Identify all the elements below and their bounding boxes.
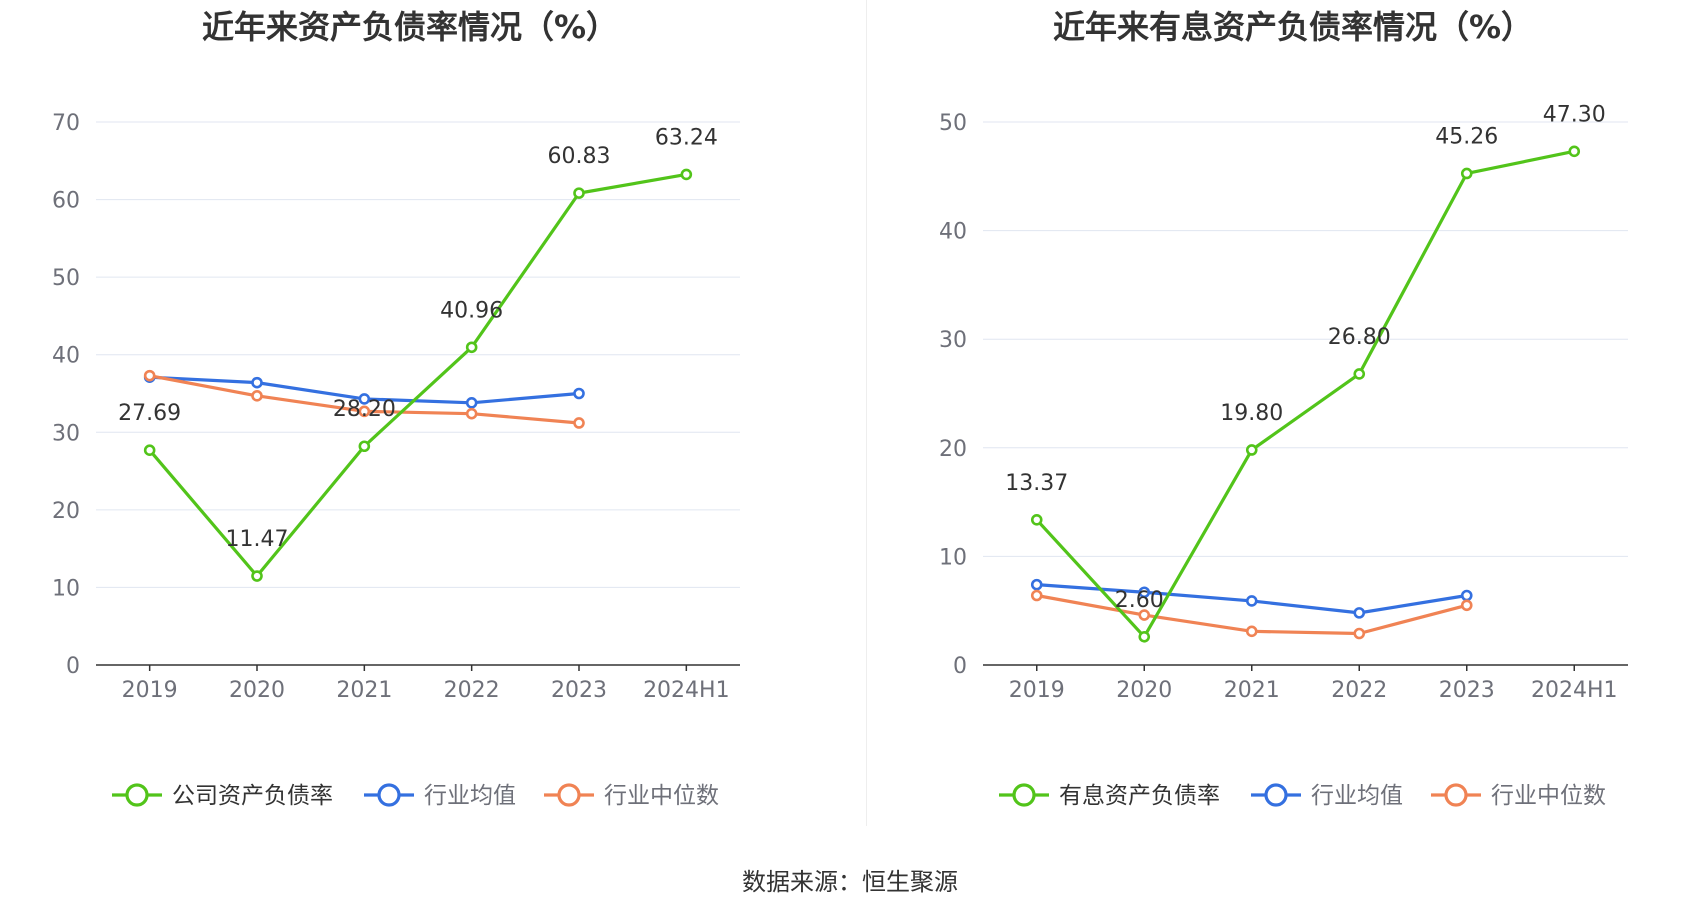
data-point[interactable] (358, 393, 371, 405)
data-point[interactable] (1460, 167, 1473, 180)
data-point[interactable] (573, 187, 585, 199)
legend-label: 有息资产负债率 (1059, 783, 1220, 809)
y-tick-label: 50 (52, 266, 80, 291)
chart-title: 近年来资产负债率情况（%） (202, 8, 618, 46)
data-point[interactable] (1460, 589, 1473, 602)
data-label: 11.47 (226, 527, 289, 552)
data-label: 13.37 (1005, 471, 1068, 496)
data-point[interactable] (1138, 630, 1151, 643)
data-point[interactable] (251, 390, 263, 402)
data-source: 数据来源：恒生聚源 (742, 868, 958, 896)
legend-item-2[interactable]: 行业中位数 (1431, 783, 1606, 809)
data-point[interactable] (1138, 609, 1151, 621)
data-label: 2.60 (1115, 588, 1164, 613)
legend-item-1[interactable]: 行业均值 (364, 783, 516, 809)
series-0-line (148, 172, 687, 578)
data-label: 63.24 (655, 125, 718, 150)
data-point[interactable] (251, 570, 263, 582)
legend-swatch-marker (1444, 783, 1468, 807)
data-label: 19.80 (1220, 401, 1283, 426)
legend-swatch-marker (1264, 783, 1288, 807)
y-tick-label: 30 (52, 421, 80, 446)
y-tick-label: 10 (52, 576, 80, 601)
data-point[interactable] (143, 444, 156, 457)
data-point[interactable] (573, 387, 585, 400)
data-point[interactable] (1245, 444, 1258, 456)
legend-item-0[interactable]: 公司资产负债率 (112, 783, 333, 809)
data-label: 28.20 (333, 397, 396, 422)
x-tick-label: 2020 (229, 678, 285, 703)
x-tick-label: 2023 (551, 678, 607, 703)
y-tick-label: 0 (66, 654, 80, 679)
x-tick-label: 2020 (1116, 678, 1172, 703)
data-point[interactable] (358, 405, 371, 418)
legend-item-0[interactable]: 有息资产负债率 (999, 783, 1220, 809)
y-tick-label: 10 (939, 545, 967, 570)
data-point[interactable] (1030, 589, 1043, 602)
data-point[interactable] (1460, 599, 1473, 612)
data-label: 60.83 (548, 144, 611, 169)
chart-title: 近年来有息资产负债率情况（%） (1053, 8, 1533, 46)
legend-swatch-marker (1012, 783, 1036, 807)
data-point[interactable] (1138, 586, 1151, 599)
x-tick-label: 2023 (1439, 678, 1495, 703)
legend-label: 行业均值 (424, 783, 516, 809)
data-point[interactable] (573, 417, 585, 429)
data-point[interactable] (1568, 145, 1581, 158)
x-tick-label: 2022 (444, 678, 500, 703)
legend-item-2[interactable]: 行业中位数 (544, 783, 719, 809)
data-point[interactable] (1245, 625, 1258, 638)
chart-interest-bearing-debt-ratio: 近年来有息资产负债率情况（%） 0 10 20 30 40 50 2019 2020 2021 20… (939, 8, 1628, 809)
data-point[interactable] (1030, 514, 1043, 526)
data-point[interactable] (143, 369, 156, 382)
data-point[interactable] (465, 407, 478, 420)
data-label: 27.69 (118, 401, 181, 426)
x-tick-label: 2024H1 (643, 678, 730, 703)
y-tick-label: 70 (52, 111, 80, 136)
y-tick-label: 30 (939, 328, 967, 353)
legend-label: 行业中位数 (604, 783, 719, 809)
legend-label: 公司资产负债率 (172, 783, 333, 809)
data-point[interactable] (1353, 607, 1366, 619)
x-tick-label: 2022 (1331, 678, 1387, 703)
legend-label: 行业中位数 (1491, 783, 1606, 809)
x-tick-label: 2019 (1009, 678, 1065, 703)
y-tick-label: 40 (52, 344, 80, 369)
x-tick-label: 2019 (122, 678, 178, 703)
data-label: 40.96 (440, 298, 503, 323)
y-tick-label: 20 (52, 499, 80, 524)
series-0-line (1035, 149, 1575, 639)
panel-divider (866, 0, 867, 826)
data-label: 26.80 (1328, 325, 1391, 350)
data-point[interactable] (1353, 368, 1366, 380)
data-point[interactable] (1030, 578, 1043, 591)
data-point[interactable] (680, 168, 693, 181)
data-label: 45.26 (1435, 124, 1498, 149)
data-point[interactable] (1353, 627, 1366, 640)
data-point[interactable] (465, 397, 478, 409)
y-tick-label: 0 (953, 654, 967, 679)
x-tick-label: 2021 (1224, 678, 1280, 703)
x-tick-label: 2021 (336, 678, 392, 703)
legend-swatch-marker (125, 783, 149, 807)
y-tick-label: 20 (939, 437, 967, 462)
y-tick-label: 50 (939, 111, 967, 136)
data-point[interactable] (251, 376, 263, 389)
legend-swatch-marker (557, 783, 581, 807)
y-tick-label: 60 (52, 189, 80, 214)
legend-label: 行业均值 (1311, 783, 1403, 809)
data-point[interactable] (358, 440, 371, 453)
y-tick-label: 40 (939, 220, 967, 245)
legend-swatch-marker (377, 783, 401, 807)
data-point[interactable] (1245, 595, 1258, 607)
data-point[interactable] (465, 341, 478, 354)
legend-item-1[interactable]: 行业均值 (1251, 783, 1403, 809)
x-tick-label: 2024H1 (1531, 678, 1618, 703)
chart-debt-ratio: 近年来资产负债率情况（%） 0 10 20 30 40 50 60 70 2019 2020 2021… (52, 8, 740, 809)
data-label: 47.30 (1543, 102, 1606, 127)
